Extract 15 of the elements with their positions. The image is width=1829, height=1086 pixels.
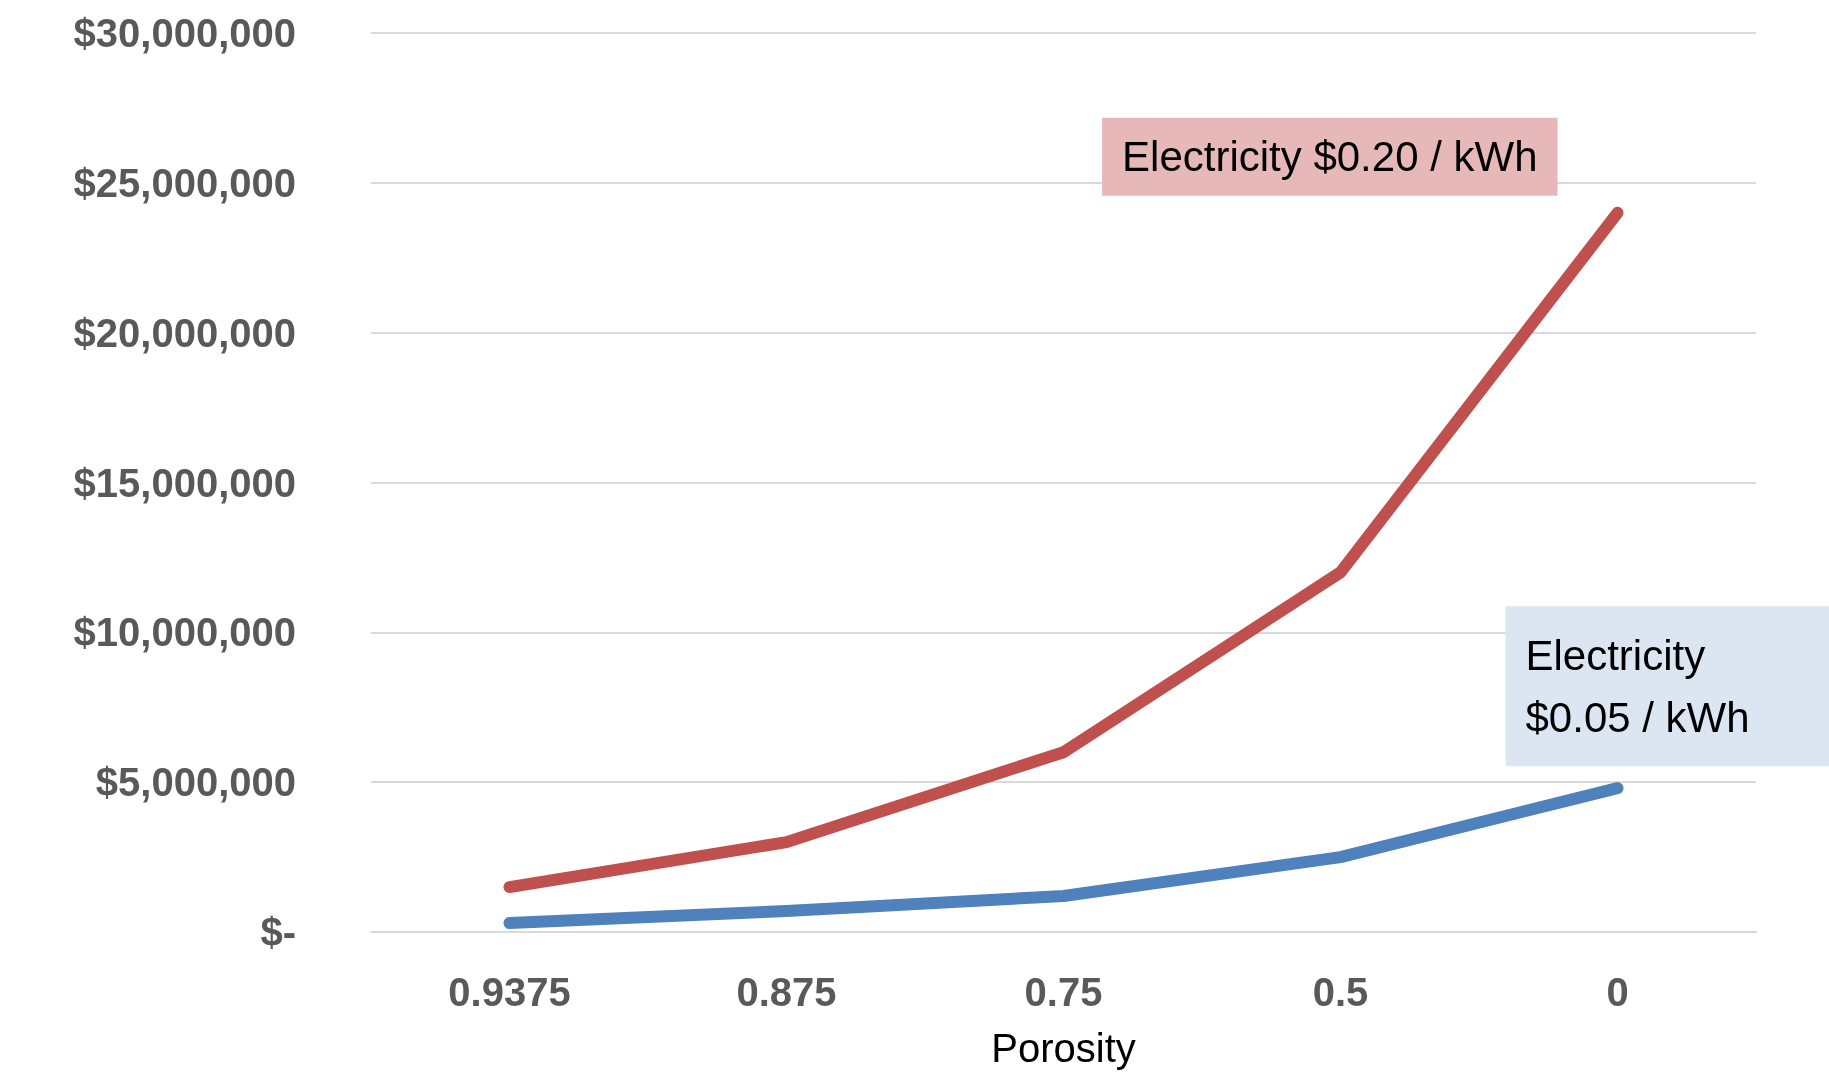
y-tick-label: $30,000,000	[73, 11, 296, 55]
x-tick-label: 0.75	[1024, 970, 1103, 1014]
y-tick-label: $25,000,000	[73, 160, 296, 205]
x-tick-label: 0	[1606, 970, 1629, 1014]
y-tick-label: $5,000,000	[95, 760, 296, 805]
y-tick-label: $-	[260, 910, 296, 954]
series-label: Electricity $0.20 / kWh	[1122, 133, 1538, 181]
x-tick-label: 0.9375	[448, 970, 571, 1014]
series-label: Electricity $0.05 / kWh	[1525, 631, 1750, 741]
x-tick-label: 0.5	[1312, 970, 1369, 1014]
y-tick-label: $15,000,000	[73, 460, 296, 505]
x-tick-label: 0.875	[736, 970, 837, 1014]
x-axis-title: Porosity	[991, 1026, 1136, 1070]
y-tick-label: $20,000,000	[73, 310, 296, 355]
y-tick-label: $10,000,000	[73, 610, 296, 655]
